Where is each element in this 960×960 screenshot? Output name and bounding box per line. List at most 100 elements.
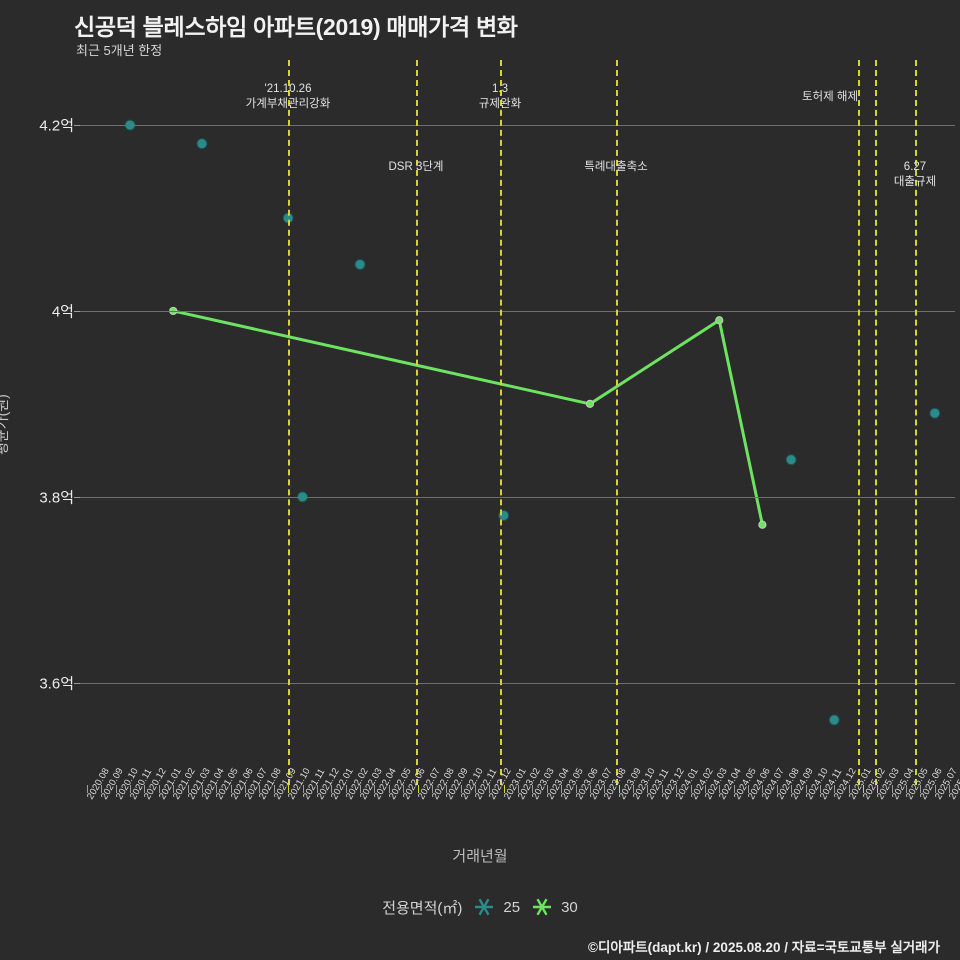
x-tick-mark <box>230 785 232 793</box>
annotation-vline <box>875 60 877 785</box>
x-tick-mark <box>130 785 132 793</box>
annotation-date: 6.27 <box>903 161 927 173</box>
annotation-text: 1.3 규제완화 <box>479 82 521 112</box>
annotation-vline <box>500 60 502 785</box>
x-tick-mark <box>690 785 692 793</box>
x-tick-mark <box>589 785 591 793</box>
x-tick-mark <box>115 785 117 793</box>
y-axis: 4.2억 4억 3.8억 3.6억 <box>0 60 81 785</box>
x-tick-mark <box>403 785 405 793</box>
x-tick-mark <box>101 785 103 793</box>
data-point[interactable] <box>715 316 724 325</box>
gridline <box>80 682 955 684</box>
legend-item-label: 25 <box>503 898 521 916</box>
x-tick-mark <box>575 785 577 793</box>
data-point[interactable] <box>929 407 941 419</box>
legend: 전용면적(㎡) 25 30 <box>0 896 960 918</box>
y-tick-label: 3.8억 <box>39 489 74 507</box>
x-tick-mark <box>934 785 936 793</box>
annotation-label: 가계부채관리강화 <box>245 98 331 110</box>
annotation-vline <box>616 60 618 785</box>
data-point[interactable] <box>758 520 767 529</box>
y-axis-label: 평균가(원) <box>0 394 10 455</box>
annotation-label: 특례대출축소 <box>584 161 648 173</box>
annotation-date: '21.10.26 <box>264 83 312 95</box>
asterisk-icon <box>533 898 552 916</box>
gridline <box>80 496 955 498</box>
x-tick-mark <box>503 785 505 793</box>
x-tick-mark <box>273 785 275 793</box>
annotation-label: 토허제 해제 <box>801 91 859 103</box>
x-tick-mark <box>762 785 764 793</box>
gridline <box>80 125 955 127</box>
annotation-text: 특례대출축소 <box>584 160 647 175</box>
x-tick-mark <box>733 785 735 793</box>
data-point[interactable] <box>585 399 595 409</box>
y-tick-mark <box>74 682 81 684</box>
x-tick-mark <box>87 785 88 793</box>
x-tick-mark <box>819 785 821 793</box>
x-tick-mark <box>604 785 606 793</box>
y-tick-mark <box>74 125 81 127</box>
x-tick-mark <box>561 785 563 793</box>
x-tick-mark <box>647 785 649 793</box>
data-point[interactable] <box>354 258 366 270</box>
x-tick-mark <box>374 785 376 793</box>
y-tick-label: 4억 <box>51 303 74 321</box>
x-tick-mark <box>719 785 721 793</box>
x-tick-mark <box>546 785 548 793</box>
x-tick-mark <box>676 785 678 793</box>
data-point[interactable] <box>196 138 208 150</box>
x-tick-mark <box>446 785 448 793</box>
x-tick-mark <box>345 785 347 793</box>
x-tick-mark <box>633 785 635 793</box>
annotation-vline <box>288 60 290 785</box>
x-tick-mark <box>245 785 247 793</box>
x-tick-mark <box>259 785 261 793</box>
annotation-label: 대출규제 <box>893 176 937 188</box>
legend-item[interactable]: 30 <box>531 896 578 918</box>
x-tick-mark <box>848 785 850 793</box>
y-tick-mark <box>74 496 81 498</box>
x-tick-mark <box>187 785 189 793</box>
x-tick-mark <box>144 785 146 793</box>
y-tick-mark <box>74 310 81 312</box>
x-tick-mark <box>920 785 922 793</box>
y-tick-label: 3.6억 <box>39 675 74 693</box>
x-tick-mark <box>474 785 476 793</box>
page-subtitle: 최근 5개년 한정 <box>76 43 163 58</box>
x-tick-mark <box>834 785 836 793</box>
x-tick-mark <box>316 785 318 793</box>
x-tick-mark <box>891 785 893 793</box>
x-tick-mark <box>216 785 218 793</box>
gridline <box>80 310 955 312</box>
x-tick-mark <box>288 785 290 793</box>
x-tick-mark <box>748 785 750 793</box>
x-axis-label: 거래년월 <box>452 848 508 865</box>
x-tick-mark <box>532 785 534 793</box>
x-tick-mark <box>460 785 462 793</box>
x-tick-mark <box>704 785 706 793</box>
x-tick-mark <box>661 785 663 793</box>
annotation-vline <box>858 60 860 785</box>
x-tick-mark <box>877 785 879 793</box>
x-tick-mark <box>331 785 333 793</box>
legend-item-label: 30 <box>561 898 578 916</box>
annotation-text: 6.27 대출규제 <box>894 160 936 190</box>
data-point[interactable] <box>785 454 797 466</box>
x-tick-mark <box>518 785 520 793</box>
x-tick-mark <box>776 785 778 793</box>
x-tick-mark <box>431 785 433 793</box>
x-tick-mark <box>489 785 491 793</box>
x-tick-mark <box>158 785 160 793</box>
plot-area: '21.10.26 가계부채관리강화 DSR 3단계 1.3 규제완화 특례대출축소 토허제… <box>80 60 955 785</box>
series-line <box>172 309 764 526</box>
x-tick-mark <box>360 785 362 793</box>
legend-item[interactable]: 25 <box>473 896 520 918</box>
annotation-vline <box>915 60 917 785</box>
data-point[interactable] <box>828 714 840 726</box>
annotation-text: '21.10.26 가계부채관리강화 <box>246 82 331 112</box>
annotation-label: 규제완화 <box>478 98 522 110</box>
x-tick-mark <box>862 785 864 793</box>
